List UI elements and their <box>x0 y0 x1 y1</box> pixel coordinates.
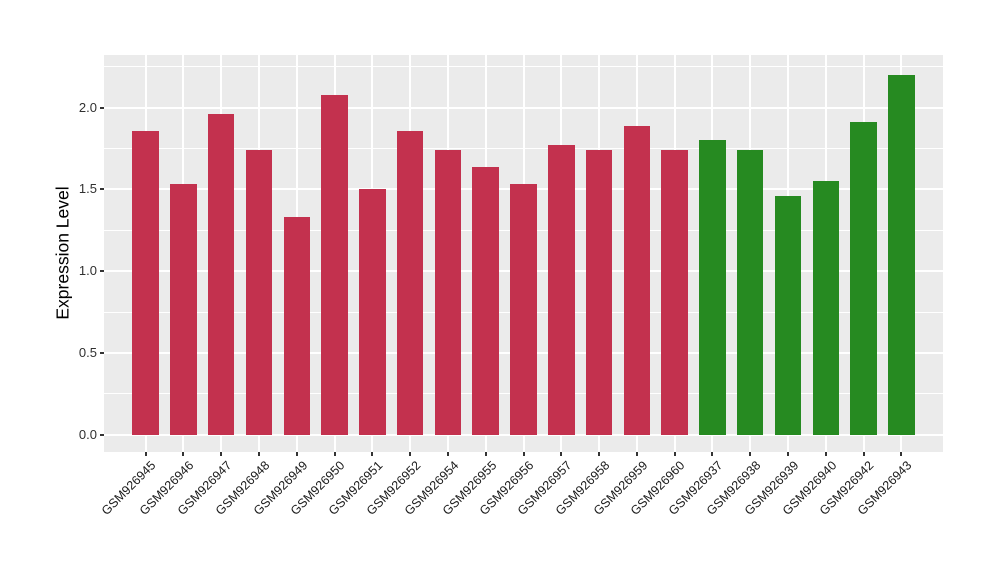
y-tick-label-0.5: 0.5 <box>78 344 97 360</box>
x-tick-mark-GSM926957 <box>560 452 563 456</box>
x-tick-mark-GSM926950 <box>333 452 336 456</box>
x-tick-mark-GSM926947 <box>220 452 223 456</box>
x-tick-mark-GSM926955 <box>484 452 487 456</box>
bar-GSM926954 <box>434 150 462 435</box>
bar-GSM926956 <box>510 184 537 435</box>
y-tick-label-1.0: 1.0 <box>78 263 97 279</box>
bar-GSM926949 <box>283 217 310 435</box>
bar-GSM926950 <box>321 94 348 435</box>
x-tick-mark-GSM926942 <box>862 452 865 456</box>
bar-GSM926960 <box>661 150 688 435</box>
y-axis-title: Expression Level <box>52 186 73 320</box>
x-tick-mark-GSM926946 <box>182 452 185 456</box>
bar-GSM926958 <box>585 150 613 435</box>
bar-GSM926938 <box>737 150 764 435</box>
x-tick-mark-GSM926939 <box>787 452 790 456</box>
bar-GSM926940 <box>812 181 840 435</box>
x-tick-mark-GSM926954 <box>446 452 449 456</box>
bar-GSM926957 <box>548 145 575 435</box>
y-tick-mark-0.5 <box>100 351 104 354</box>
x-tick-mark-GSM926956 <box>522 452 525 456</box>
y-tick-mark-0.0 <box>100 433 104 436</box>
x-tick-mark-GSM926949 <box>295 452 298 456</box>
x-tick-mark-GSM926943 <box>900 452 903 456</box>
x-tick-mark-GSM926948 <box>257 452 260 456</box>
bar-GSM926946 <box>170 184 197 435</box>
y-tick-mark-1.5 <box>100 188 104 191</box>
y-tick-label-1.5: 1.5 <box>78 181 97 197</box>
x-tick-mark-GSM926951 <box>371 452 374 456</box>
bar-GSM926942 <box>850 122 877 435</box>
x-tick-mark-GSM926960 <box>673 452 676 456</box>
bar-GSM926943 <box>888 74 915 435</box>
x-tick-mark-GSM926959 <box>635 452 638 456</box>
y-tick-mark-1.0 <box>100 270 104 273</box>
y-tick-label-2.0: 2.0 <box>78 99 97 115</box>
bar-GSM926939 <box>774 195 802 435</box>
bar-GSM926948 <box>245 150 273 435</box>
x-tick-mark-GSM926945 <box>144 452 147 456</box>
bar-GSM926955 <box>472 166 499 435</box>
bar-GSM926937 <box>699 140 726 435</box>
y-tick-label-0.0: 0.0 <box>78 426 97 442</box>
bar-GSM926951 <box>359 189 386 435</box>
bar-GSM926952 <box>396 130 424 435</box>
plot-panel <box>104 55 943 452</box>
bar-GSM926959 <box>623 125 651 435</box>
x-tick-mark-GSM926958 <box>598 452 601 456</box>
x-tick-mark-GSM926940 <box>824 452 827 456</box>
x-tick-mark-GSM926937 <box>711 452 714 456</box>
x-tick-mark-GSM926938 <box>749 452 752 456</box>
x-tick-mark-GSM926952 <box>409 452 412 456</box>
bar-GSM926945 <box>132 130 159 435</box>
bar-GSM926947 <box>207 114 235 435</box>
y-tick-mark-2.0 <box>100 106 104 109</box>
